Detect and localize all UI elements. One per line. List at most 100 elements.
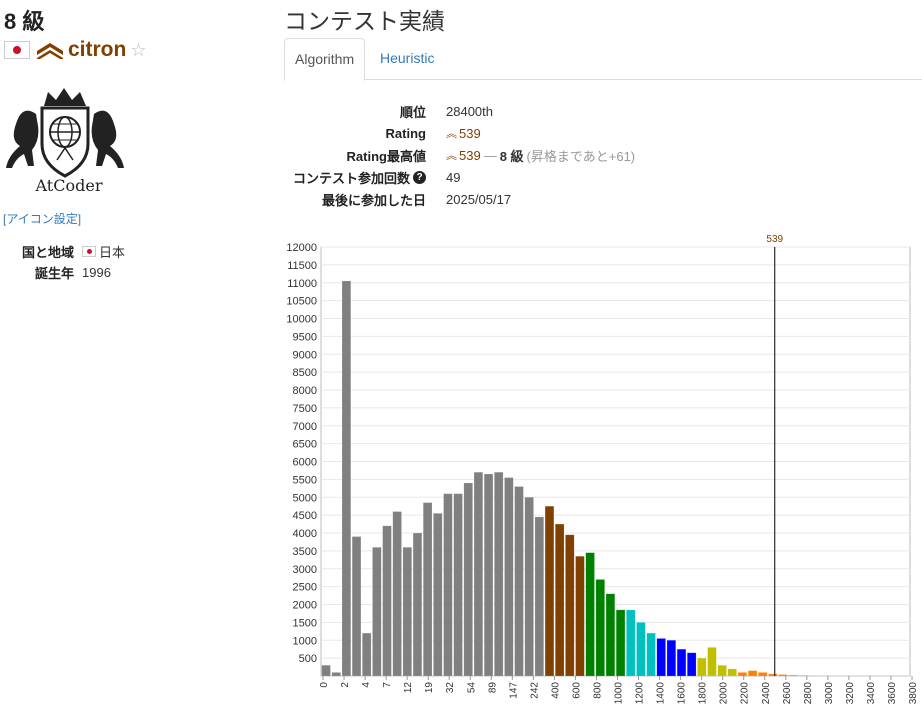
histogram-bar (525, 497, 534, 676)
y-tick-label: 10500 (286, 296, 317, 308)
y-tick-label: 3000 (293, 564, 317, 576)
stats-row-count: コンテスト参加回数? 49 (284, 166, 635, 188)
rank-chevron-icon: ︽ (446, 147, 457, 163)
histogram-bar (647, 633, 656, 676)
country-value[interactable]: 日本 (99, 242, 125, 261)
histogram-bar (352, 537, 361, 676)
x-tick-label: 1000 (614, 682, 625, 705)
histogram-bar (748, 671, 757, 676)
histogram-bar (687, 653, 696, 676)
histogram-bar (454, 494, 463, 676)
histogram-bar (779, 675, 788, 676)
tab-heuristic[interactable]: Heuristic (370, 38, 444, 78)
histogram-bar (809, 675, 818, 676)
y-tick-label: 500 (299, 653, 317, 665)
histogram-bar (616, 610, 625, 676)
histogram-bar (322, 665, 331, 676)
highest-rating-value: 539 (459, 148, 481, 163)
contest-tabs: Algorithm Heuristic (284, 38, 922, 80)
stats-row-highest: Rating最高値 ︽ 539 — 8 級 (昇格まであと+61) (284, 144, 635, 166)
y-tick-label: 6000 (293, 457, 317, 469)
rating-value: 539 (459, 126, 481, 141)
stats-label: Rating最高値 (284, 146, 446, 165)
histogram-bar (799, 675, 808, 676)
y-tick-label: 3500 (293, 546, 317, 558)
profile-row-country: 国と地域 日本 (4, 241, 125, 262)
icon-settings-link[interactable]: [アイコン設定] (3, 210, 81, 227)
x-tick-label: 3600 (887, 682, 898, 705)
x-tick-label: 89 (487, 682, 498, 694)
profile-info: 国と地域 日本 誕生年 1996 (4, 241, 125, 283)
histogram-bar (423, 503, 432, 676)
histogram-bar (789, 675, 798, 676)
histogram-bar (667, 640, 676, 676)
stats-row-last: 最後に参加した日 2025/05/17 (284, 188, 635, 210)
histogram-bar (484, 474, 493, 676)
histogram-bar (332, 672, 341, 676)
histogram-bar (728, 669, 737, 676)
tab-algorithm[interactable]: Algorithm (284, 38, 365, 81)
x-tick-label: 54 (466, 682, 477, 694)
histogram-bar (474, 472, 483, 676)
y-tick-label: 4500 (293, 510, 317, 522)
stats-label: 順位 (284, 102, 446, 121)
histogram-bar (769, 674, 778, 676)
user-line: citron ☆ (4, 38, 146, 62)
y-tick-label: 4000 (293, 528, 317, 540)
histogram-bar (586, 553, 595, 676)
y-tick-label: 6500 (293, 439, 317, 451)
y-tick-label: 5000 (293, 492, 317, 504)
stats-label: コンテスト参加回数 (293, 168, 410, 187)
profile-label: 誕生年 (4, 263, 82, 282)
y-tick-label: 9000 (293, 349, 317, 361)
y-tick-label: 12000 (286, 242, 317, 254)
histogram-bar (596, 579, 605, 676)
username-link[interactable]: citron (68, 38, 126, 62)
x-tick-label: 2800 (803, 682, 814, 705)
y-tick-label: 8000 (293, 385, 317, 397)
help-icon[interactable]: ? (413, 171, 426, 184)
histogram-bar (383, 526, 392, 676)
favorite-star-icon[interactable]: ☆ (130, 40, 146, 61)
histogram-bar (362, 633, 371, 676)
histogram-bar (637, 622, 646, 676)
birth-year-value: 1996 (82, 265, 111, 280)
x-tick-label: 147 (508, 682, 519, 699)
contest-count-value: 49 (446, 170, 460, 185)
y-tick-label: 11000 (287, 278, 317, 290)
histogram-bar (342, 281, 351, 676)
atcoder-logo: AtCoder (2, 84, 136, 198)
x-tick-label: 4 (361, 682, 372, 688)
stats-label: Rating (284, 126, 446, 141)
japan-flag-icon (4, 41, 30, 59)
x-tick-label: 3000 (824, 682, 835, 705)
current-rating-label: 539 (766, 234, 783, 245)
histogram-bar (758, 672, 767, 676)
last-contest-date: 2025/05/17 (446, 192, 511, 207)
y-tick-label: 7000 (293, 421, 317, 433)
rank-chevron-icon: ︽ (446, 125, 457, 141)
histogram-bar (464, 483, 473, 676)
x-tick-label: 19 (424, 682, 435, 694)
histogram-bar (515, 487, 524, 676)
histogram-bar (738, 672, 747, 676)
histogram-bar (433, 513, 442, 676)
highest-grade: 8 級 (500, 146, 524, 165)
x-tick-label: 2600 (782, 682, 793, 705)
x-tick-label: 600 (571, 682, 582, 699)
histogram-bar (657, 638, 666, 676)
stats-row-rank: 順位 28400th (284, 100, 635, 122)
x-tick-label: 2000 (719, 682, 730, 705)
japan-flag-icon (82, 246, 96, 257)
histogram-bar (393, 512, 402, 676)
x-tick-label: 32 (445, 682, 456, 694)
page-title: コンテスト実績 (284, 2, 445, 36)
y-tick-label: 2500 (293, 582, 317, 594)
profile-row-birth-year: 誕生年 1996 (4, 262, 125, 283)
contest-stats: 順位 28400th Rating ︽ 539 Rating最高値 ︽ 539 —… (284, 100, 635, 210)
histogram-bar (444, 494, 453, 676)
histogram-bar (606, 594, 615, 676)
x-tick-label: 800 (592, 682, 603, 699)
highest-separator: — (484, 148, 497, 163)
x-tick-label: 2200 (740, 682, 751, 705)
